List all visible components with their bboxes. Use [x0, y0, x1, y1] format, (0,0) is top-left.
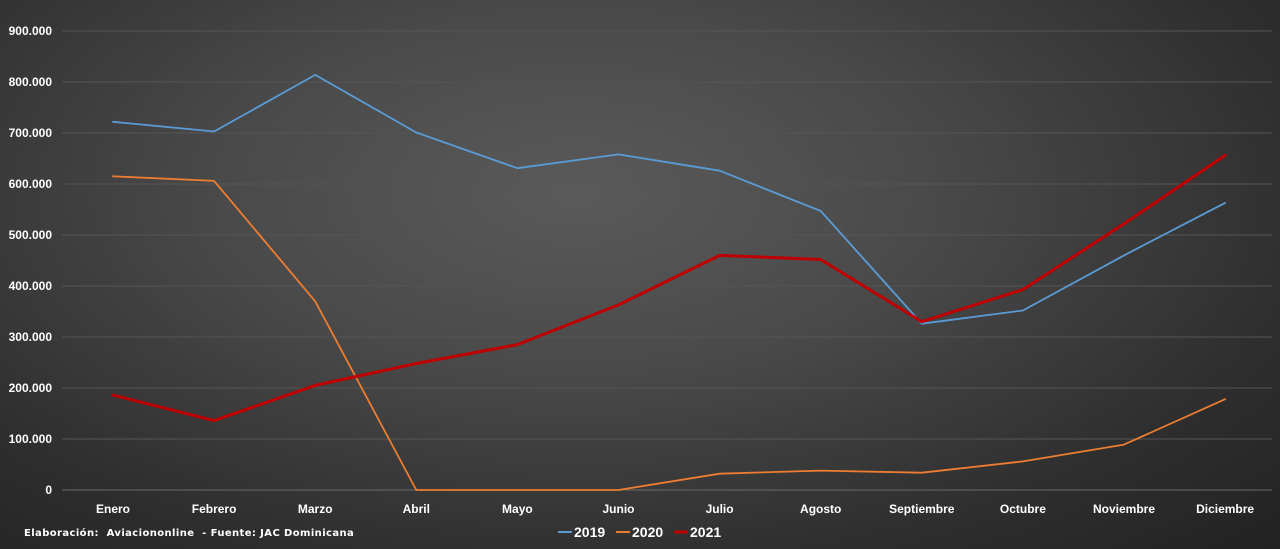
- y-tick-label: 200.000: [9, 381, 53, 395]
- series-line-2021: [111, 153, 1227, 423]
- x-tick-label: Junio: [603, 502, 635, 516]
- x-tick-label: Marzo: [298, 502, 333, 516]
- series-line-2020: [112, 175, 1226, 491]
- footer-credit: Elaboración: Aviaciononline - Fuente: JA…: [24, 528, 354, 539]
- x-tick-label: Agosto: [800, 502, 841, 516]
- y-axis: 0 100.000 200.000 300.000 400.000 500.000 600.…: [9, 24, 53, 497]
- legend-label-2020: 2020: [632, 524, 663, 540]
- x-tick-label: Septiembre: [889, 502, 955, 516]
- y-tick-label: 300.000: [9, 330, 53, 344]
- y-tick-label: 100.000: [9, 432, 53, 446]
- y-tick-label: 500.000: [9, 228, 53, 242]
- x-axis: Enero Febrero Marzo Abril Mayo Junio Julio Agos…: [96, 502, 1254, 516]
- x-tick-label: Octubre: [1000, 502, 1046, 516]
- x-tick-label: Enero: [96, 502, 130, 516]
- y-tick-label: 800.000: [9, 75, 53, 89]
- credit-text: Elaboración: Aviaciononline: [24, 528, 195, 539]
- y-tick-label: 700.000: [9, 126, 53, 140]
- legend-label-2021: 2021: [690, 524, 721, 540]
- x-tick-label: Julio: [706, 502, 734, 516]
- x-tick-label: Diciembre: [1196, 502, 1254, 516]
- legend: 2019 2020 2021: [558, 524, 721, 540]
- series-line-2019: [112, 74, 1226, 325]
- x-tick-label: Mayo: [502, 502, 533, 516]
- x-tick-label: Abril: [403, 502, 430, 516]
- y-tick-label: 900.000: [9, 24, 53, 38]
- gridlines: [62, 30, 1272, 491]
- source-text: - Fuente: JAC Dominicana: [194, 528, 355, 539]
- x-tick-label: Noviembre: [1093, 502, 1155, 516]
- y-tick-label: 400.000: [9, 279, 53, 293]
- x-tick-label: Febrero: [192, 502, 237, 516]
- legend-label-2019: 2019: [574, 524, 605, 540]
- series-lines: [111, 74, 1227, 491]
- y-tick-label: 0: [45, 483, 52, 497]
- y-tick-label: 600.000: [9, 177, 53, 191]
